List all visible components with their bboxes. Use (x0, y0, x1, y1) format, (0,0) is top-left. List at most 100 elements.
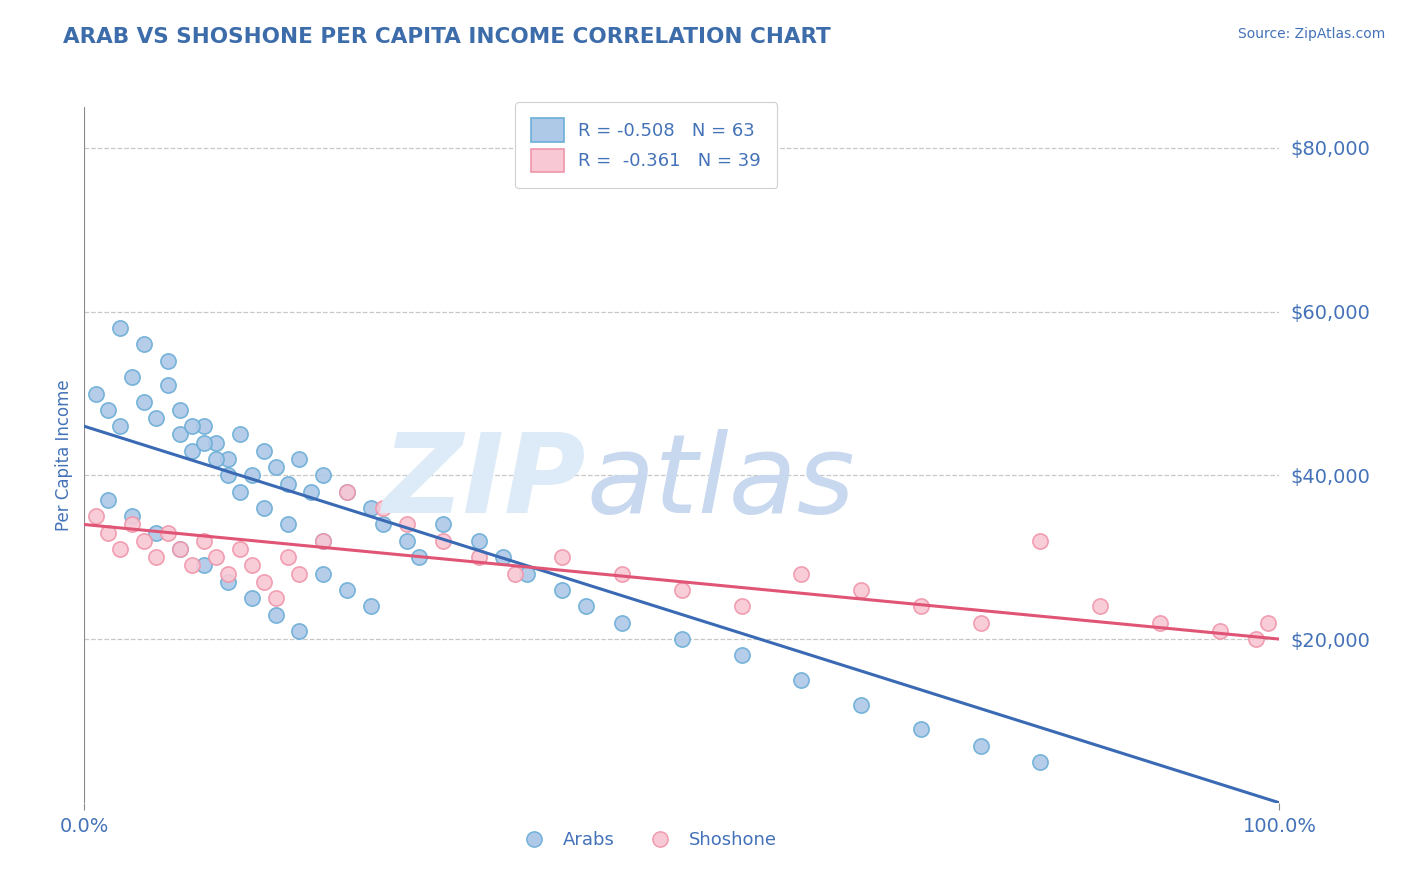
Point (1149, 615, 1171, 630)
Point (312, 566, 335, 581)
Point (97, 403, 120, 417)
Point (612, 566, 634, 581)
Point (1029, 755, 1052, 769)
Point (432, 517, 454, 532)
Point (360, 599, 382, 614)
Point (240, 468, 263, 483)
Point (277, 517, 299, 532)
Point (1029, 533, 1052, 548)
Point (240, 591, 263, 606)
Point (110, 419, 132, 434)
Point (277, 550, 299, 565)
Point (157, 378, 180, 392)
Point (193, 419, 215, 434)
Point (851, 582, 873, 597)
Point (336, 484, 359, 499)
Point (1209, 624, 1232, 638)
Point (288, 566, 311, 581)
Point (396, 533, 419, 548)
Point (910, 722, 932, 736)
Point (336, 484, 359, 499)
Point (432, 533, 454, 548)
Point (97, 492, 120, 507)
Point (468, 533, 491, 548)
Point (373, 501, 395, 516)
Point (551, 582, 574, 597)
Point (110, 321, 132, 335)
Y-axis label: Per Capita Income: Per Capita Income (55, 379, 73, 531)
Point (731, 599, 754, 614)
Point (396, 517, 419, 532)
Point (264, 460, 287, 475)
Point (181, 419, 204, 434)
Point (253, 574, 276, 589)
Point (253, 443, 276, 458)
Point (193, 533, 215, 548)
Point (253, 501, 276, 516)
Point (551, 550, 574, 565)
Point (288, 452, 311, 467)
Point (121, 509, 143, 524)
Point (468, 550, 491, 565)
Point (312, 468, 335, 483)
Point (264, 591, 287, 606)
Point (1244, 632, 1267, 646)
Text: ARAB VS SHOSHONE PER CAPITA INCOME CORRELATION CHART: ARAB VS SHOSHONE PER CAPITA INCOME CORRE… (63, 27, 831, 46)
Point (264, 607, 287, 622)
Point (731, 648, 754, 663)
Point (671, 632, 693, 646)
Point (790, 566, 813, 581)
Point (217, 468, 239, 483)
Point (229, 427, 252, 442)
Point (121, 370, 143, 384)
Point (970, 739, 993, 753)
Point (217, 566, 239, 581)
Point (790, 673, 813, 687)
Point (132, 337, 156, 351)
Point (970, 615, 993, 630)
Point (373, 517, 395, 532)
Point (205, 452, 228, 467)
Point (110, 542, 132, 557)
Point (301, 484, 323, 499)
Point (157, 353, 180, 368)
Point (145, 550, 167, 565)
Point (516, 566, 538, 581)
Point (492, 550, 515, 565)
Point (86, 509, 108, 524)
Text: Source: ZipAtlas.com: Source: ZipAtlas.com (1237, 27, 1385, 41)
Point (217, 452, 239, 467)
Point (312, 533, 335, 548)
Point (145, 525, 167, 540)
Point (575, 599, 598, 614)
Point (229, 542, 252, 557)
Point (229, 484, 252, 499)
Point (145, 411, 167, 425)
Point (97, 525, 120, 540)
Point (910, 599, 932, 614)
Point (205, 550, 228, 565)
Point (217, 574, 239, 589)
Point (1090, 599, 1112, 614)
Point (169, 403, 191, 417)
Point (288, 624, 311, 638)
Text: atlas: atlas (586, 429, 855, 536)
Point (336, 582, 359, 597)
Point (181, 443, 204, 458)
Point (503, 566, 526, 581)
Point (193, 435, 215, 450)
Point (671, 582, 693, 597)
Point (169, 542, 191, 557)
Point (121, 517, 143, 532)
Point (205, 435, 228, 450)
Point (169, 427, 191, 442)
Point (157, 525, 180, 540)
Point (132, 533, 156, 548)
Point (240, 558, 263, 573)
Point (408, 550, 430, 565)
Point (360, 501, 382, 516)
Point (277, 476, 299, 491)
Point (86, 386, 108, 401)
Point (612, 615, 634, 630)
Point (181, 558, 204, 573)
